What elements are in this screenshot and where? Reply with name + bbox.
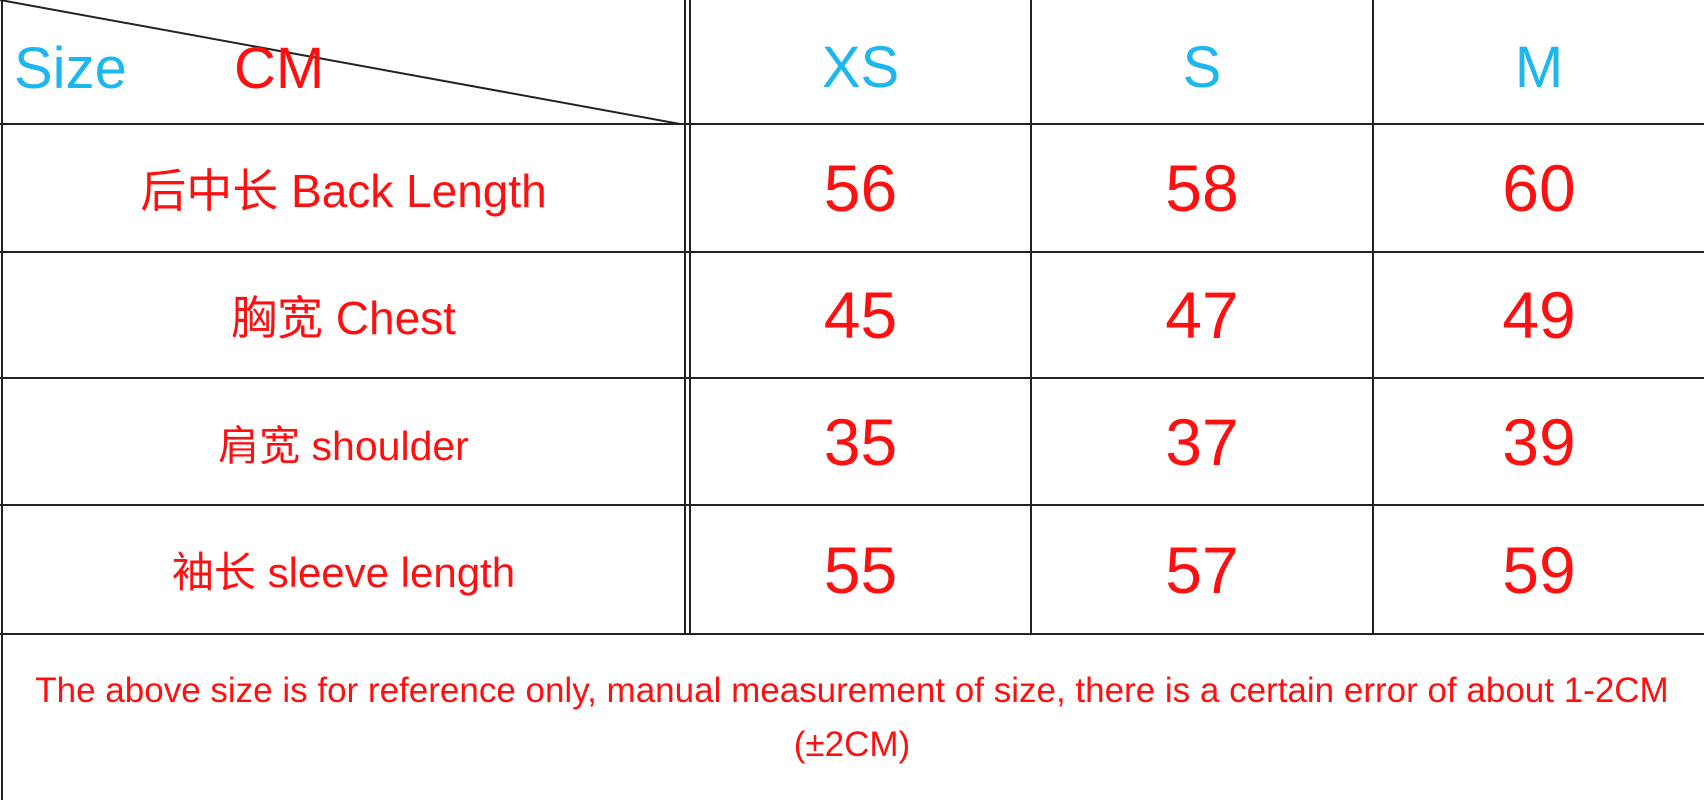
grid-line (1372, 0, 1374, 635)
value-cell: 57 (1165, 532, 1239, 607)
grid-line (689, 0, 691, 635)
value-cell: 60 (1502, 151, 1576, 225)
unit-label: CM (234, 35, 325, 101)
value-cell: 55 (823, 532, 898, 607)
value-cell: 58 (1165, 151, 1239, 225)
grid-line (0, 633, 1704, 635)
value-cell: 35 (823, 404, 898, 479)
value-cell: 56 (823, 151, 898, 225)
row-label: 袖长 sleeve length (171, 549, 516, 596)
column-header-s: S (1182, 34, 1222, 100)
value-cell: 45 (823, 278, 898, 352)
value-cell: 39 (1502, 404, 1576, 479)
value-cell: 47 (1165, 278, 1239, 352)
grid-line (1, 635, 3, 800)
footer-note: The above size is for reference only, ma… (0, 636, 1704, 800)
row-label: 肩宽 shoulder (218, 422, 469, 469)
grid-line (0, 251, 1704, 253)
grid-line (0, 377, 1704, 379)
grid-line (0, 123, 1704, 125)
grid-line (1030, 0, 1032, 635)
column-header-xs: XS (821, 34, 900, 100)
value-cell: 49 (1502, 278, 1576, 352)
size-label: Size (14, 35, 127, 101)
grid-line (1, 0, 3, 635)
column-header-m: M (1514, 34, 1564, 100)
diagonal-header-line (0, 0, 681, 125)
grid-line (0, 504, 1704, 506)
footer-note-text: The above size is for reference only, ma… (35, 671, 1669, 764)
grid-line (684, 0, 686, 635)
value-cell: 37 (1165, 404, 1239, 479)
row-label: 胸宽 Chest (231, 292, 456, 344)
row-label: 后中长 Back Length (140, 165, 547, 217)
value-cell: 59 (1502, 532, 1576, 607)
